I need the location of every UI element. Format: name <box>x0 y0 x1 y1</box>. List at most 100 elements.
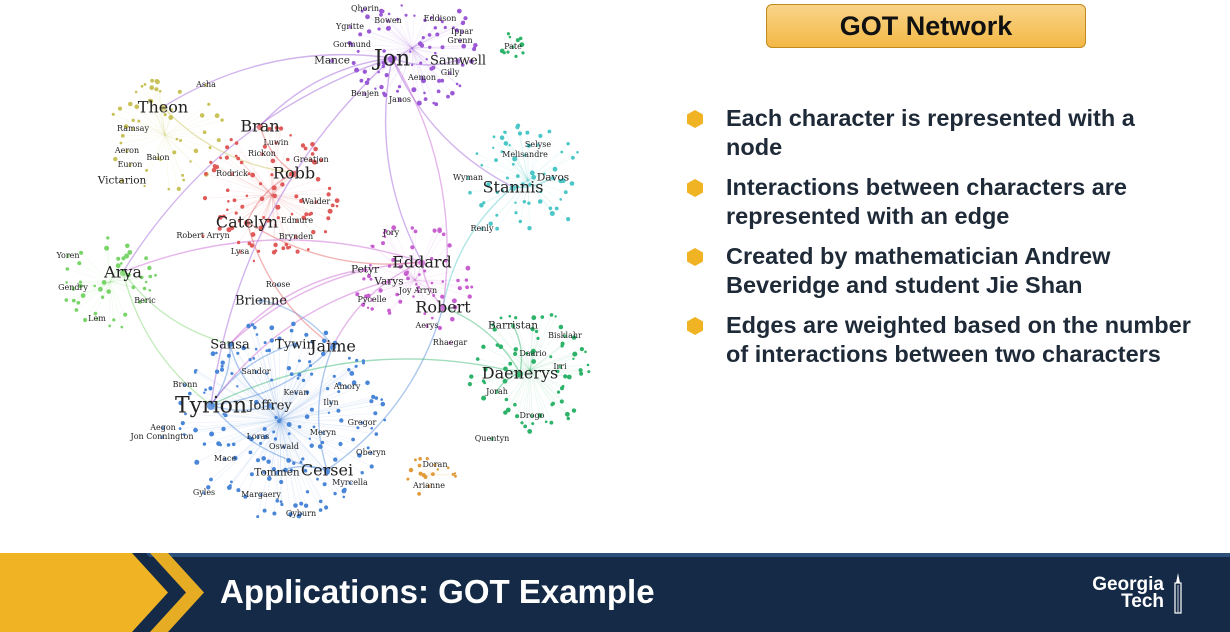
network-node: Gyles <box>193 488 215 497</box>
network-node-dot <box>418 259 426 267</box>
network-edge <box>210 280 390 406</box>
network-edge <box>411 47 415 90</box>
minor-node <box>119 141 123 145</box>
network-edge <box>529 343 563 371</box>
minor-node <box>267 476 271 480</box>
footer-title: Applications: GOT Example <box>220 573 655 610</box>
network-node-dot <box>439 304 447 312</box>
minor-node <box>376 62 381 67</box>
network-node: Gendry <box>58 283 88 292</box>
network-node-label: Doran <box>423 460 448 469</box>
minor-node <box>456 278 460 283</box>
network-edge <box>138 120 166 136</box>
minor-node <box>76 300 81 305</box>
minor-node <box>144 256 148 261</box>
minor-node <box>492 135 496 139</box>
network-edge <box>516 369 531 417</box>
network-node-label: Stannis <box>483 178 544 197</box>
network-node: Jory <box>382 228 400 237</box>
network-node-label: Rodrick <box>216 169 248 178</box>
minor-node <box>423 312 427 315</box>
minor-node <box>483 381 487 385</box>
minor-node <box>305 390 310 395</box>
minor-node <box>415 283 418 286</box>
network-node: Yoren <box>55 251 79 260</box>
network-edge <box>151 87 166 136</box>
network-edge <box>271 194 276 245</box>
network-node-dot <box>160 435 164 439</box>
network-node-dot <box>201 234 205 238</box>
network-edge <box>122 239 423 273</box>
minor-node <box>559 198 562 201</box>
bullet-item: Created by mathematician Andrew Beveridg… <box>686 242 1196 300</box>
network-edge <box>529 369 554 404</box>
minor-node <box>259 196 265 202</box>
network-node: Jon <box>372 47 410 72</box>
network-edge <box>521 369 531 423</box>
network-node-label: Quentyn <box>475 434 509 443</box>
minor-node <box>250 232 256 237</box>
minor-node <box>202 196 208 201</box>
network-node: Benjen <box>351 89 379 98</box>
network-node-dot <box>350 43 354 47</box>
minor-node <box>549 420 554 425</box>
minor-node <box>230 480 233 484</box>
network-node-label: Daario <box>519 349 546 358</box>
logo-line-2: Tech <box>1121 591 1164 612</box>
minor-node <box>387 12 391 16</box>
minor-node <box>121 256 126 261</box>
minor-node <box>556 390 561 394</box>
minor-node <box>299 460 303 464</box>
minor-node <box>131 285 136 290</box>
network-node: Robert <box>415 298 471 317</box>
minor-node <box>369 263 372 267</box>
network-edge <box>279 419 295 464</box>
network-edge <box>164 134 170 190</box>
network-edge <box>231 419 281 483</box>
minor-node <box>327 411 331 414</box>
minor-node <box>504 397 509 402</box>
network-edge <box>279 403 383 421</box>
minor-node <box>182 433 186 436</box>
network-edge <box>527 179 573 184</box>
network-node: Bisklahr <box>548 331 582 340</box>
network-edge <box>393 259 416 281</box>
minor-node <box>536 336 540 340</box>
minor-node <box>112 318 116 322</box>
minor-node <box>275 204 281 210</box>
minor-node <box>443 259 448 263</box>
network-node-label: Bowen <box>374 16 401 25</box>
network-edge <box>271 194 309 250</box>
minor-node <box>523 424 528 429</box>
network-node: Wyman <box>453 173 483 182</box>
network-edge <box>414 279 460 289</box>
network-edge <box>529 369 569 419</box>
minor-node <box>301 215 307 221</box>
network-edge <box>271 327 281 421</box>
network-edge <box>271 194 284 249</box>
network-node-label: Oswald <box>269 442 299 451</box>
network-edge <box>372 279 416 310</box>
network-node-label: Amory <box>333 382 361 391</box>
minor-node <box>370 244 374 248</box>
network-edge <box>164 117 172 136</box>
minor-node <box>303 503 309 508</box>
minor-node <box>207 102 211 106</box>
minor-node <box>475 357 480 361</box>
network-edge <box>527 179 564 181</box>
network-node: Sandor <box>241 367 270 376</box>
network-edge <box>216 352 281 421</box>
minor-node <box>360 9 364 13</box>
network-edge <box>271 194 275 253</box>
minor-node <box>560 341 565 346</box>
minor-node <box>303 146 308 151</box>
minor-node <box>315 177 321 182</box>
minor-node <box>310 152 315 156</box>
network-edge <box>214 165 273 196</box>
network-node-label: Janos <box>388 95 411 104</box>
minor-node <box>179 139 183 142</box>
network-edge <box>418 474 433 495</box>
minor-node <box>159 158 162 162</box>
minor-node <box>291 321 296 327</box>
network-node: Robert Arryn <box>176 231 229 240</box>
